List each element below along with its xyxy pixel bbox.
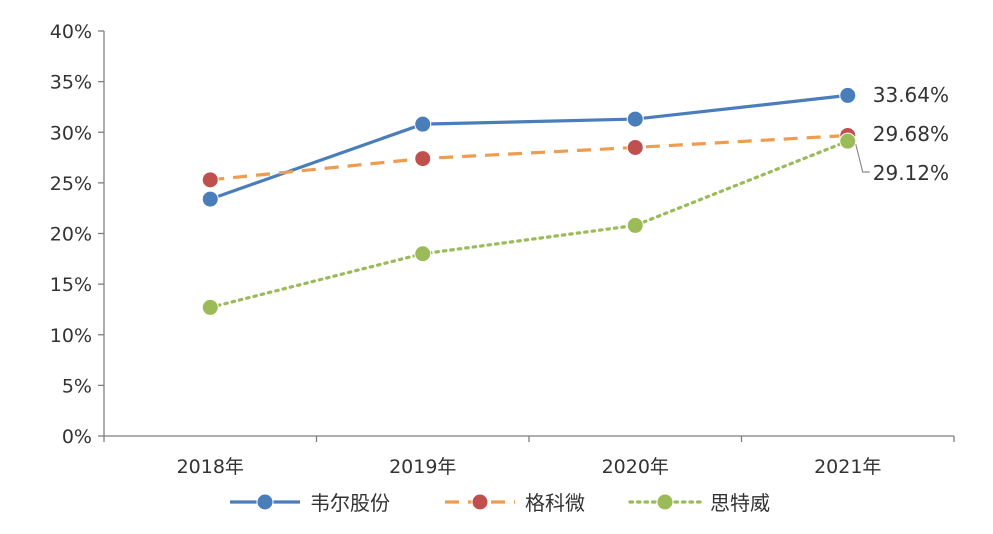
y-tick-label: 35% — [50, 72, 92, 94]
y-tick-label: 30% — [50, 122, 92, 144]
data-label: 29.12% — [873, 161, 949, 185]
y-tick-label: 25% — [50, 173, 92, 195]
legend-marker-3 — [656, 493, 674, 511]
data-label: 29.68% — [873, 122, 949, 146]
series-2-point — [626, 138, 644, 156]
y-tick-label: 0% — [62, 426, 92, 448]
tick-labels: 0% 5% 10% 15% 20% 25% 30% 35% 40% 2018年 2019年 2020年… — [50, 21, 882, 478]
legend-label-3: 思特威 — [710, 491, 770, 515]
series-2-point — [201, 171, 219, 189]
x-tick-label: 2020年 — [602, 456, 669, 478]
legend-label-2: 格科微 — [525, 491, 585, 515]
series-line-1 — [209, 93, 848, 201]
data-label: 33.64% — [873, 83, 949, 107]
series-1-point — [626, 110, 644, 128]
y-tick-label: 15% — [50, 274, 92, 296]
y-tick-label: 40% — [50, 21, 92, 43]
series-1-point — [201, 190, 219, 208]
legend-marker-2 — [471, 493, 489, 511]
series-1-point — [414, 115, 432, 133]
axes — [98, 30, 955, 442]
y-tick-label: 10% — [50, 325, 92, 347]
legend: 韦尔股份 格科微 思特威 — [230, 491, 770, 515]
legend-label-1: 韦尔股份 — [310, 491, 390, 515]
series-2-point — [414, 150, 432, 168]
y-tick-label: 20% — [50, 224, 92, 246]
series-3-point — [414, 245, 432, 263]
series-line-3 — [208, 139, 850, 310]
series-line-2 — [210, 133, 848, 182]
series-1-point — [839, 86, 857, 104]
series-3-point — [626, 216, 644, 234]
data-labels: 33.64% 29.68% 29.12% — [855, 83, 949, 185]
series-3-point — [839, 132, 857, 150]
x-tick-label: 2021年 — [814, 456, 881, 478]
legend-marker-1 — [256, 493, 274, 511]
series-3-point — [201, 298, 219, 316]
series-lines — [201, 86, 857, 316]
data-label-leader-line — [855, 144, 870, 173]
x-tick-label: 2018年 — [177, 456, 244, 478]
y-tick-label: 5% — [62, 375, 92, 397]
x-tick-label: 2019年 — [389, 456, 456, 478]
